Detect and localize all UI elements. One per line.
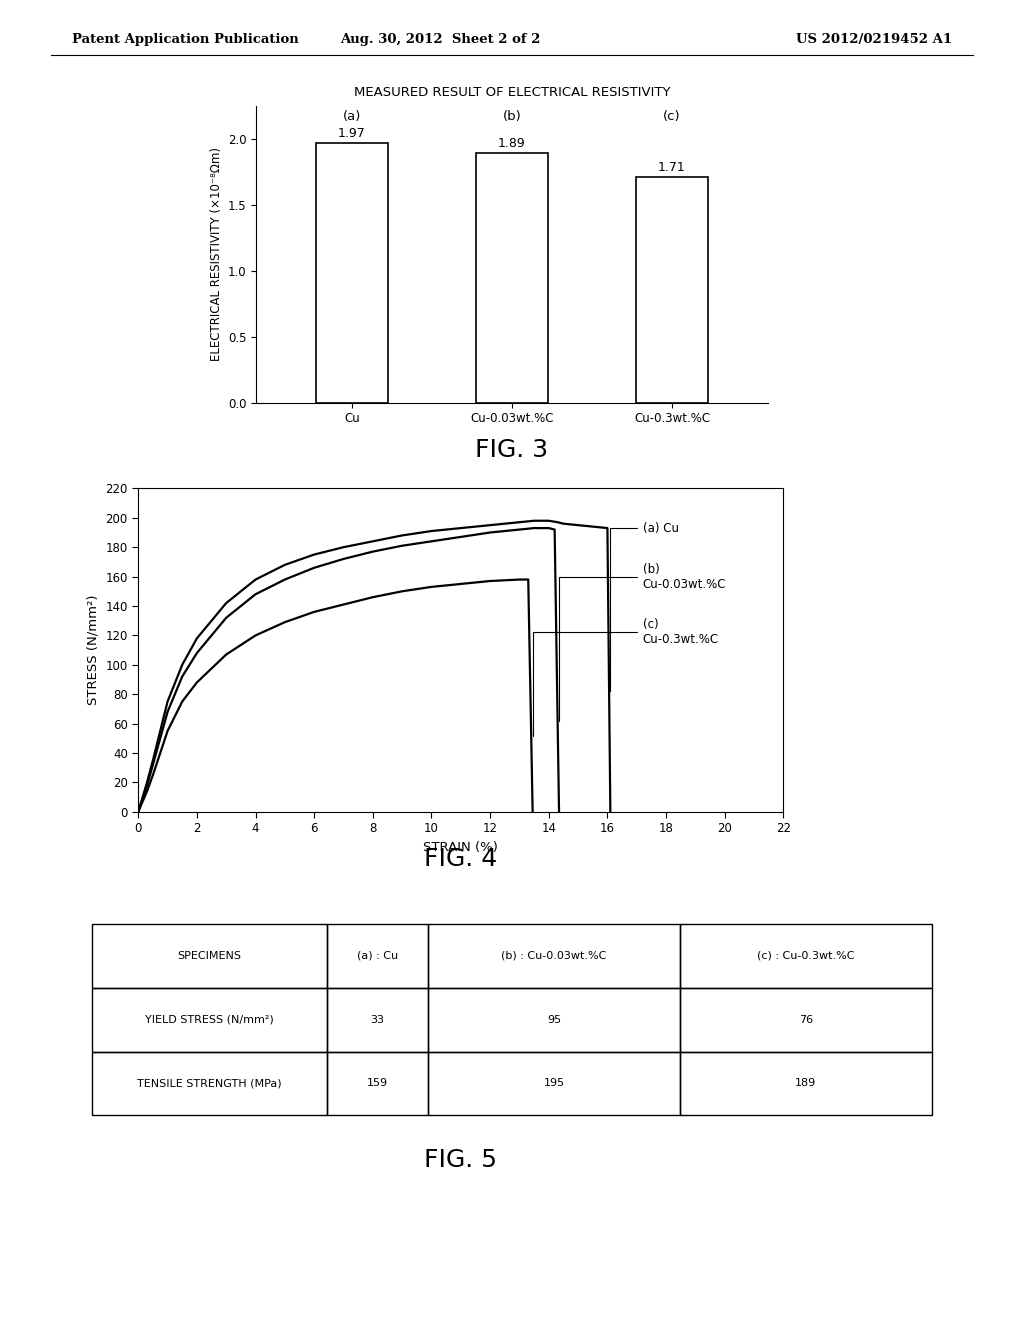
Text: (c) : Cu-0.3wt.%C: (c) : Cu-0.3wt.%C: [757, 950, 855, 961]
Text: 95: 95: [547, 1015, 561, 1024]
Y-axis label: ELECTRICAL RESISTIVITY (×10⁻⁸Ωm): ELECTRICAL RESISTIVITY (×10⁻⁸Ωm): [211, 147, 223, 362]
Bar: [328, 987, 428, 1052]
Text: (b): (b): [503, 110, 521, 123]
Text: MEASURED RESULT OF ELECTRICAL RESISTIVITY: MEASURED RESULT OF ELECTRICAL RESISTIVIT…: [353, 86, 671, 99]
Text: FIG. 5: FIG. 5: [424, 1148, 498, 1172]
Text: SPECIMENS: SPECIMENS: [178, 950, 242, 961]
Bar: [328, 1052, 428, 1115]
Bar: [680, 924, 932, 987]
Text: 76: 76: [799, 1015, 813, 1024]
Text: 159: 159: [367, 1078, 388, 1089]
Text: 1.71: 1.71: [658, 161, 686, 174]
Text: 33: 33: [371, 1015, 385, 1024]
Bar: [316, 143, 388, 403]
Text: 189: 189: [796, 1078, 816, 1089]
Bar: [680, 1052, 932, 1115]
Text: (c)
Cu-0.3wt.%C: (c) Cu-0.3wt.%C: [532, 619, 719, 735]
Bar: [92, 1052, 328, 1115]
Bar: [92, 924, 328, 987]
X-axis label: STRAIN (%): STRAIN (%): [423, 841, 499, 854]
Bar: [92, 987, 328, 1052]
Bar: [428, 924, 680, 987]
Text: Patent Application Publication: Patent Application Publication: [72, 33, 298, 46]
Bar: [328, 924, 428, 987]
Bar: [680, 987, 932, 1052]
Text: Aug. 30, 2012  Sheet 2 of 2: Aug. 30, 2012 Sheet 2 of 2: [340, 33, 541, 46]
Text: (a) : Cu: (a) : Cu: [357, 950, 398, 961]
Text: US 2012/0219452 A1: US 2012/0219452 A1: [797, 33, 952, 46]
Text: (a) Cu: (a) Cu: [610, 521, 679, 692]
Text: 195: 195: [544, 1078, 564, 1089]
Text: 1.97: 1.97: [338, 127, 366, 140]
Text: (c): (c): [664, 110, 681, 123]
Text: (a): (a): [343, 110, 361, 123]
Text: 1.89: 1.89: [498, 137, 526, 150]
Bar: [428, 987, 680, 1052]
Y-axis label: STRESS (N/mm²): STRESS (N/mm²): [87, 595, 100, 705]
Text: TENSILE STRENGTH (MPa): TENSILE STRENGTH (MPa): [137, 1078, 282, 1089]
Bar: [476, 153, 548, 403]
Bar: [428, 1052, 680, 1115]
Text: FIG. 3: FIG. 3: [475, 438, 549, 462]
Text: (b) : Cu-0.03wt.%C: (b) : Cu-0.03wt.%C: [502, 950, 606, 961]
Text: FIG. 4: FIG. 4: [424, 847, 498, 871]
Text: YIELD STRESS (N/mm²): YIELD STRESS (N/mm²): [145, 1015, 274, 1024]
Bar: [636, 177, 708, 403]
Text: (b)
Cu-0.03wt.%C: (b) Cu-0.03wt.%C: [559, 562, 726, 721]
